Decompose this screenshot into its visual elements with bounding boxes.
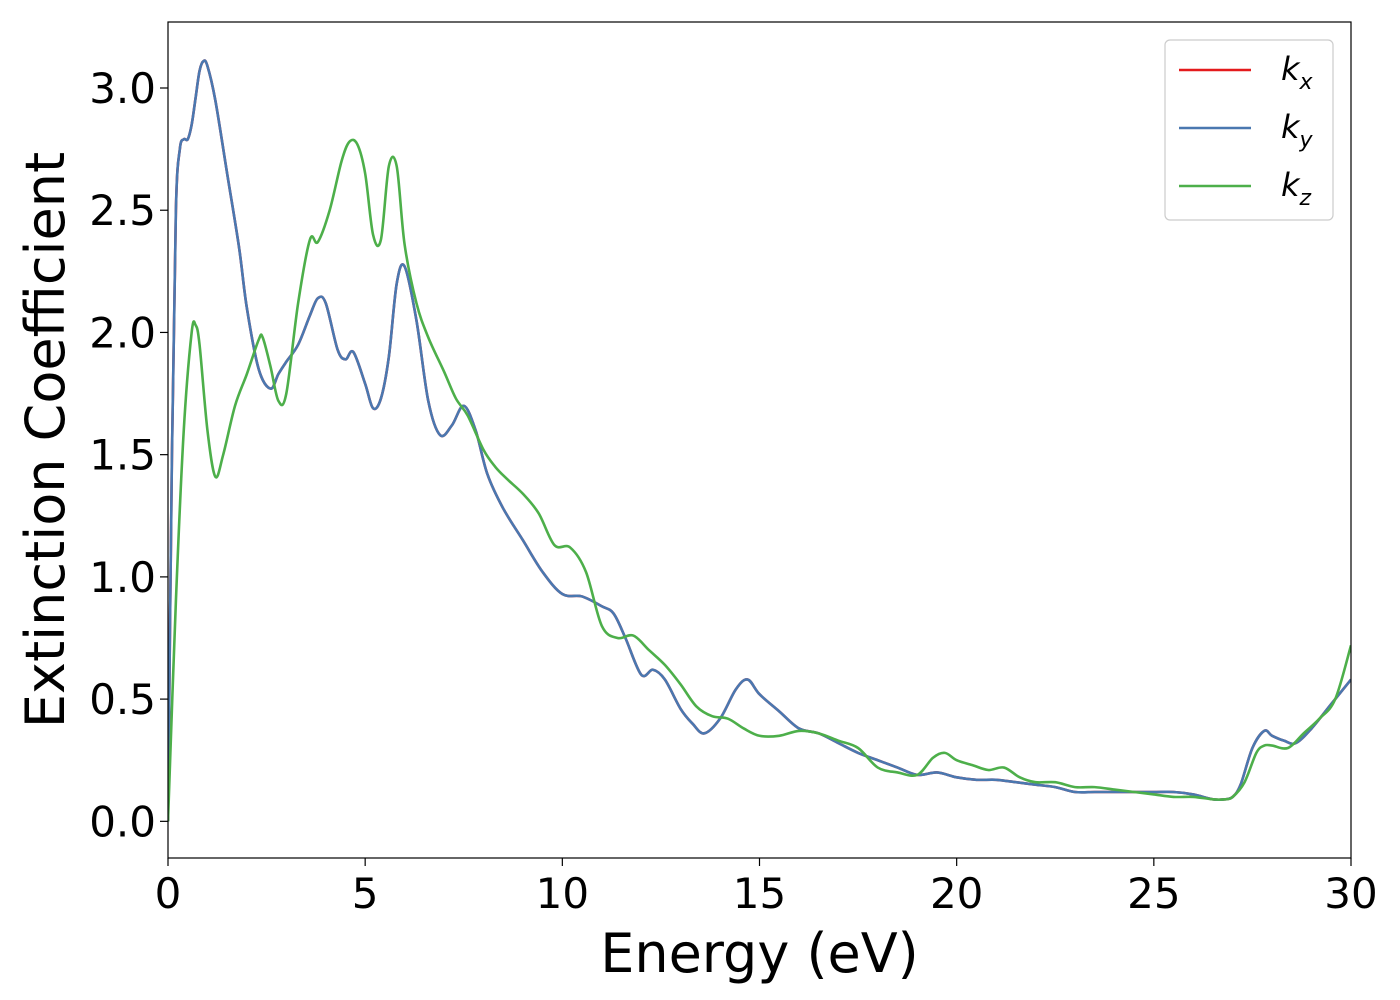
x-tick-label: 25 (1127, 869, 1180, 918)
legend-label-k-y: ky (1281, 108, 1314, 153)
legend-label-k-x: kx (1281, 50, 1314, 95)
y-tick-label: 1.5 (89, 431, 156, 480)
ticks-layer: 0 5 10 15 20 25 30 0.0 0.5 1.0 1.5 2.0 2.5 3.0 (89, 64, 1378, 918)
x-tick-label: 15 (733, 869, 786, 918)
series-layer (168, 59, 1351, 822)
y-tick-label: 1.0 (89, 553, 156, 602)
x-tick-label: 5 (352, 869, 379, 918)
x-tick-label: 10 (536, 869, 589, 918)
legend: kx ky kz (1164, 39, 1334, 221)
series-line-k-z (168, 138, 1351, 822)
legend-box (1164, 39, 1334, 221)
y-tick-label: 2.5 (89, 186, 156, 235)
y-tick-label: 0.0 (89, 797, 156, 846)
y-tick-label: 0.5 (89, 675, 156, 724)
y-tick-label: 3.0 (89, 64, 156, 113)
x-tick-label: 0 (155, 869, 182, 918)
y-tick-label: 2.0 (89, 308, 156, 357)
y-axis-label: Extinction Coefficient (14, 152, 77, 728)
legend-label-k-z: kz (1281, 166, 1312, 211)
x-axis-label: Energy (eV) (600, 922, 919, 985)
x-tick-label: 20 (930, 869, 983, 918)
x-tick-label: 30 (1324, 869, 1377, 918)
